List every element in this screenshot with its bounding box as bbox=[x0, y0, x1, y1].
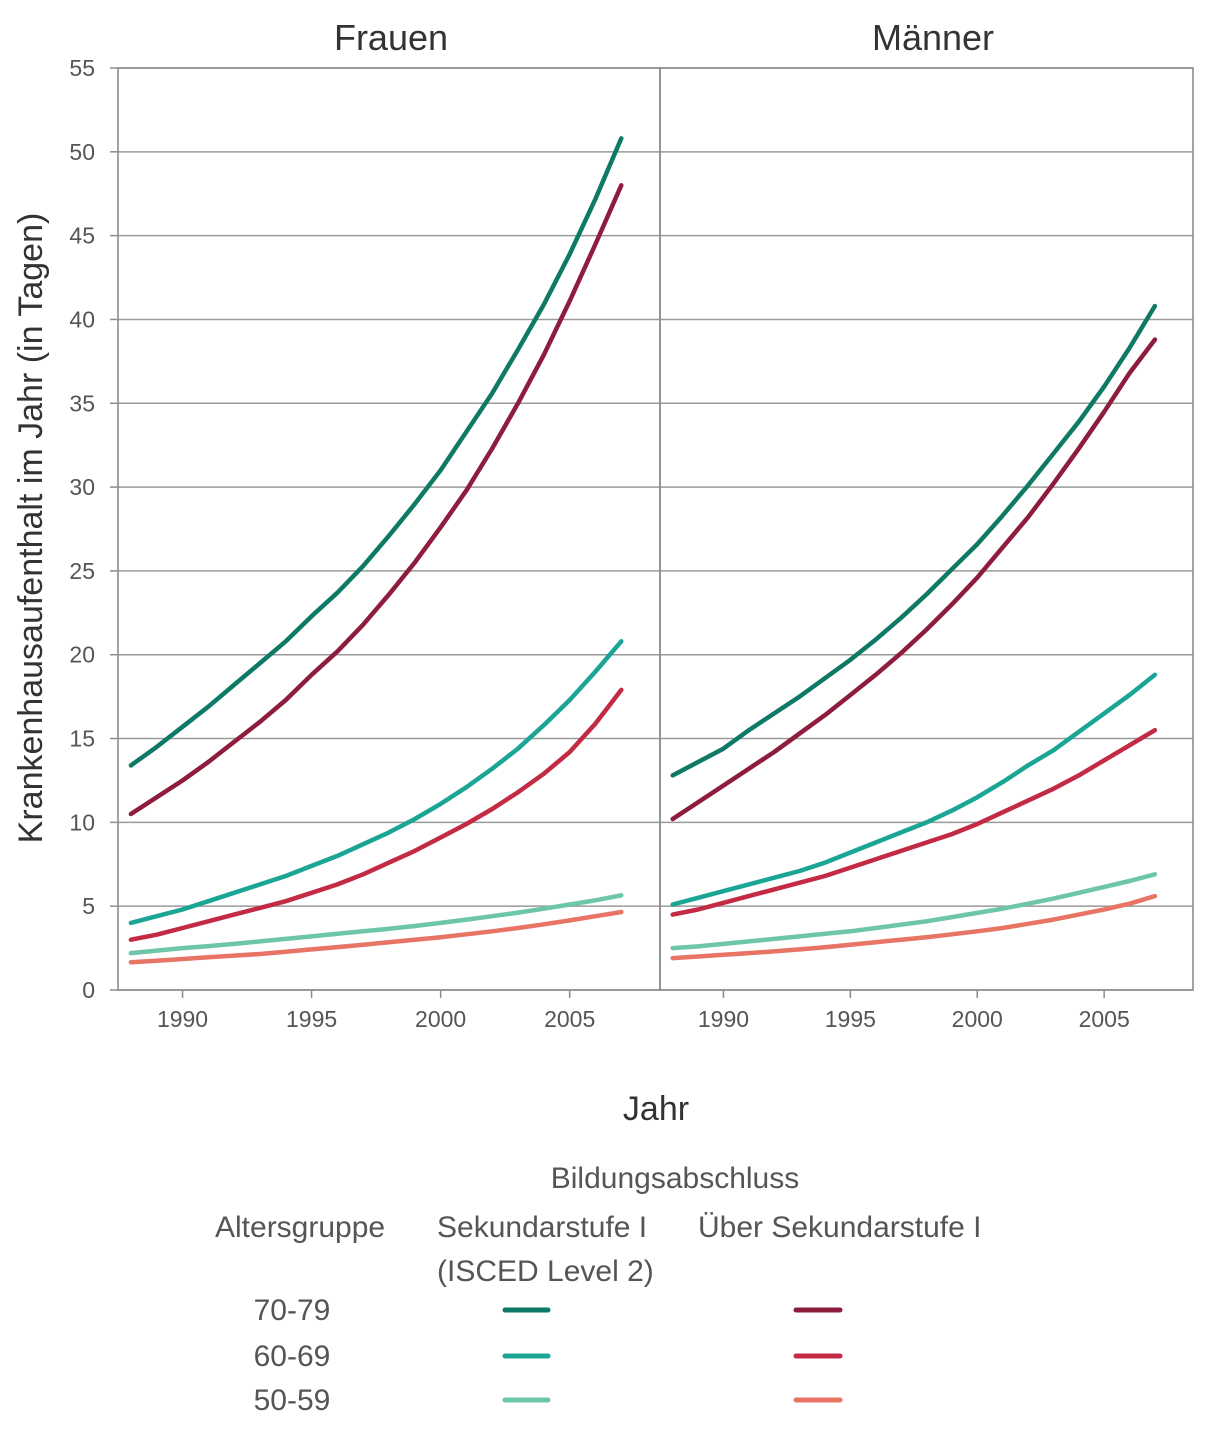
series-line-a60_low bbox=[128, 639, 624, 926]
panel-title-maenner: Männer bbox=[872, 17, 994, 58]
series-line-a50_low bbox=[128, 893, 624, 956]
series-line-a70_high bbox=[128, 183, 624, 817]
y-tick-label: 25 bbox=[69, 558, 95, 584]
legend-row-header: Altersgruppe bbox=[215, 1211, 385, 1244]
panel-frauen: 1990 1995 2000 2005 bbox=[117, 67, 661, 1032]
panel-title-frauen: Frauen bbox=[334, 17, 448, 58]
x-tick-label: 1990 bbox=[157, 1006, 208, 1032]
legend-col2: Über Sekundarstufe I bbox=[698, 1211, 982, 1244]
legend-row-label: 50-59 bbox=[254, 1384, 331, 1417]
y-tick-label: 15 bbox=[69, 726, 95, 752]
y-tick-label: 55 bbox=[69, 55, 95, 81]
series-line-a50_low bbox=[670, 872, 1158, 951]
x-tick-label: 1995 bbox=[286, 1006, 337, 1032]
legend-row-label: 70-79 bbox=[254, 1294, 331, 1327]
panel-frame bbox=[117, 67, 661, 991]
series-line-a70_low bbox=[128, 136, 624, 768]
series-line-a70_low bbox=[670, 303, 1158, 778]
y-axis-title: Krankenhausaufenthalt im Jahr (in Tagen) bbox=[12, 213, 50, 844]
y-tick-label: 50 bbox=[69, 139, 95, 165]
y-tick-label: 5 bbox=[82, 893, 95, 919]
series-line-a70_high bbox=[670, 337, 1158, 822]
legend-col1-line2: (ISCED Level 2) bbox=[437, 1255, 654, 1288]
series-line-a50_high bbox=[128, 909, 624, 965]
x-axis-title: Jahr bbox=[623, 1090, 689, 1128]
series-line-a60_high bbox=[128, 687, 624, 942]
y-tick-label: 0 bbox=[82, 977, 95, 1003]
series-line-a60_high bbox=[670, 727, 1158, 917]
y-tick-label: 45 bbox=[69, 223, 95, 249]
x-tick-label: 1995 bbox=[825, 1006, 876, 1032]
series-line-a50_high bbox=[670, 893, 1158, 961]
legend-row-label: 60-69 bbox=[254, 1340, 331, 1373]
y-tick-label: 40 bbox=[69, 306, 95, 332]
y-axis-ticks: 0 5 10 15 20 25 30 35 40 45 50 55 bbox=[69, 55, 118, 1003]
legend: Bildungsabschluss Altersgruppe Sekundars… bbox=[215, 1162, 982, 1417]
series-line-a60_low bbox=[670, 672, 1158, 907]
x-tick-label: 2005 bbox=[1079, 1006, 1130, 1032]
x-tick-label: 2000 bbox=[415, 1006, 466, 1032]
y-tick-label: 35 bbox=[69, 390, 95, 416]
legend-rows: 70-79 60-69 50-59 bbox=[254, 1294, 843, 1417]
legend-col1-line1: Sekundarstufe I bbox=[437, 1211, 647, 1244]
y-tick-label: 10 bbox=[69, 809, 95, 835]
y-tick-label: 20 bbox=[69, 642, 95, 668]
x-tick-label: 2000 bbox=[952, 1006, 1003, 1032]
panel-frame bbox=[659, 67, 1194, 991]
y-tick-label: 30 bbox=[69, 474, 95, 500]
legend-title: Bildungsabschluss bbox=[551, 1162, 799, 1195]
panel-maenner: 1990 1995 2000 2005 bbox=[659, 67, 1194, 1032]
x-tick-label: 1990 bbox=[698, 1006, 749, 1032]
x-tick-label: 2005 bbox=[544, 1006, 595, 1032]
